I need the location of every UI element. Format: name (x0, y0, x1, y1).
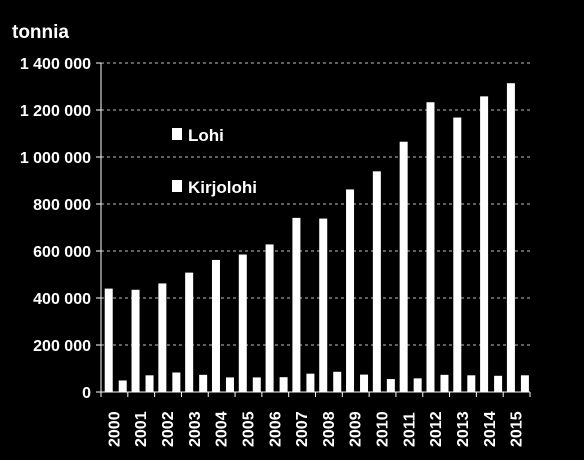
legend-swatch-kirjolohi (172, 180, 182, 192)
bar-kirjolohi-2009 (360, 374, 369, 392)
x-tick-label: 2004 (214, 411, 231, 447)
y-tick-label: 800 000 (33, 197, 91, 214)
y-axis-title: tonnia (12, 22, 69, 43)
bar-lohi-2014 (480, 96, 489, 393)
bar-lohi-2013 (453, 117, 462, 393)
bar-kirjolohi-2012 (440, 374, 449, 392)
bar-kirjolohi-2004 (225, 377, 234, 392)
bar-lohi-2003 (185, 272, 194, 392)
bar-lohi-2001 (131, 289, 140, 392)
x-tick-label: 2013 (455, 411, 472, 447)
x-tick-label: 2008 (321, 411, 338, 447)
y-tick-label: 1 000 000 (20, 150, 91, 167)
bar-lohi-2009 (346, 189, 355, 392)
x-tick-label: 2002 (160, 411, 177, 447)
bar-lohi-2000 (104, 288, 113, 392)
legend-swatch-lohi (172, 128, 182, 140)
tick-labels: 0 200 000 400 000 600 000 800 000 1 000 000 1 … (20, 56, 526, 447)
legend: Lohi Kirjolohi (172, 126, 257, 197)
bar-kirjolohi-2014 (494, 375, 503, 392)
legend-label-lohi: Lohi (188, 126, 224, 145)
bar-kirjolohi-2008 (333, 371, 342, 392)
bar-kirjolohi-2013 (467, 375, 476, 392)
x-tick-label: 2003 (187, 411, 204, 447)
y-tick-label: 1 400 000 (20, 56, 91, 73)
bar-lohi-2007 (292, 217, 301, 392)
bars (104, 83, 529, 393)
x-tick-label: 2009 (348, 411, 365, 447)
bar-kirjolohi-2015 (520, 375, 529, 392)
bar-kirjolohi-2000 (118, 380, 127, 392)
y-tick-label: 200 000 (33, 338, 91, 355)
bar-kirjolohi-2006 (279, 377, 288, 392)
x-tick-label: 2005 (240, 411, 257, 447)
bar-kirjolohi-2003 (199, 374, 208, 392)
bar-lohi-2004 (211, 259, 220, 392)
bar-kirjolohi-2002 (172, 372, 181, 392)
x-tick-label: 2012 (428, 411, 445, 447)
x-tick-label: 2000 (106, 411, 123, 447)
bar-lohi-2011 (399, 141, 408, 392)
bar-kirjolohi-2011 (413, 378, 422, 392)
bar-lohi-2002 (158, 283, 167, 392)
bar-lohi-2010 (372, 171, 381, 392)
bar-lohi-2008 (319, 218, 328, 392)
legend-label-kirjolohi: Kirjolohi (188, 178, 257, 197)
y-tick-label: 1 200 000 (20, 103, 91, 120)
axes (96, 62, 531, 397)
x-tick-label: 2007 (294, 411, 311, 447)
y-tick-label: 400 000 (33, 291, 91, 308)
bar-kirjolohi-2010 (386, 379, 395, 392)
x-tick-label: 2001 (133, 411, 150, 447)
x-tick-label: 2015 (509, 411, 526, 447)
x-tick-label: 2011 (401, 412, 418, 447)
bar-kirjolohi-2007 (306, 373, 315, 392)
bar-lohi-2012 (426, 102, 435, 393)
bar-kirjolohi-2005 (252, 377, 261, 392)
x-tick-label: 2010 (375, 411, 392, 447)
bar-lohi-2005 (238, 254, 247, 392)
x-tick-label: 2006 (267, 411, 284, 447)
y-tick-label: 0 (82, 385, 91, 402)
x-tick-label: 2014 (482, 411, 499, 447)
bar-lohi-2006 (265, 244, 274, 392)
bar-lohi-2015 (506, 83, 515, 393)
bar-kirjolohi-2001 (145, 375, 154, 392)
y-tick-label: 600 000 (33, 244, 91, 261)
